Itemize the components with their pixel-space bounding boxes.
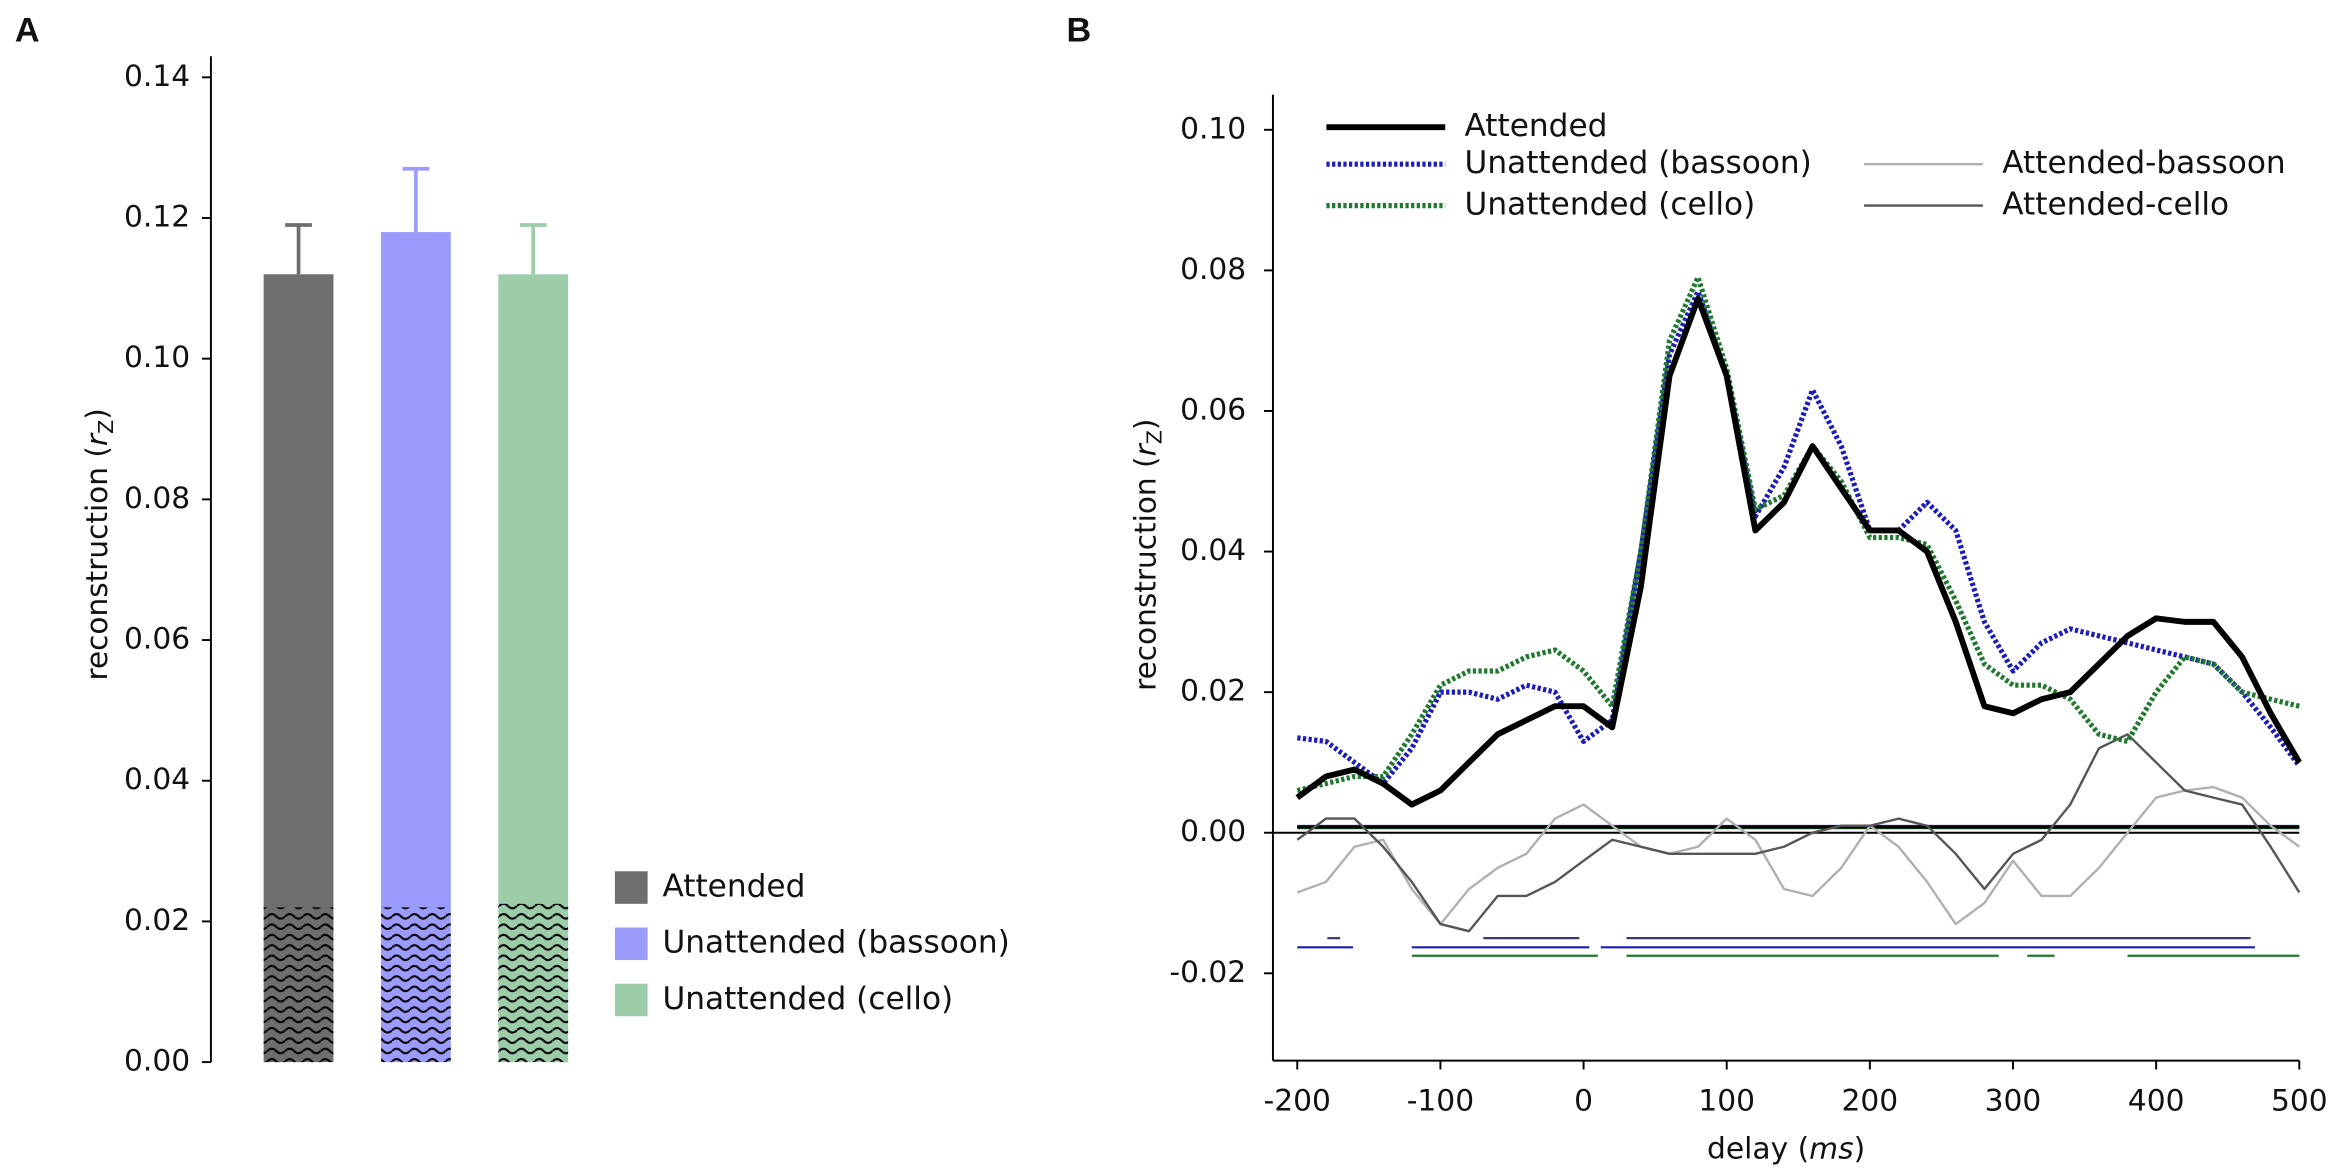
x-tick-label: 100	[1698, 1083, 1755, 1118]
legend-swatch	[614, 871, 648, 904]
y-tick-label: 0.10	[1180, 110, 1246, 145]
y-tick-label: 0.12	[124, 199, 190, 234]
y-axis-label: reconstruction (rZ)	[1127, 419, 1166, 691]
y-tick-label: 0.08	[124, 480, 190, 515]
label-sub: Z	[1143, 430, 1167, 444]
series-line	[1296, 785, 2300, 926]
x-tick-label: 300	[1985, 1083, 2042, 1118]
legend-label: Attended	[1465, 108, 1608, 144]
label-var: ms	[1809, 1130, 1853, 1165]
legend-label: Unattended (cello)	[662, 981, 953, 1017]
label-var: r	[78, 432, 113, 446]
x-axis-label: delay (ms)	[1707, 1130, 1865, 1165]
x-tick-label: 0	[1574, 1083, 1593, 1118]
x-tick-label: 500	[2271, 1083, 2328, 1118]
y-tick-label: 0.06	[1180, 392, 1246, 427]
legend-swatch	[614, 927, 648, 961]
panel-label: A	[15, 12, 40, 50]
y-tick-label: 0.04	[124, 761, 190, 796]
x-tick-label: 200	[1842, 1083, 1899, 1118]
y-tick-label: 0.08	[1180, 251, 1246, 286]
panel-label: B	[1066, 12, 1091, 50]
y-axis-label: reconstruction (rZ)	[78, 408, 117, 680]
series-line	[1296, 274, 2300, 794]
x-tick-label: 400	[2128, 1083, 2185, 1118]
legend-label: Attended	[662, 869, 805, 905]
y-tick-label: 0.02	[124, 902, 190, 937]
y-tick-label: 0.10	[124, 339, 190, 374]
y-tick-label: 0.00	[1180, 813, 1246, 848]
label-sub: Z	[94, 420, 118, 434]
y-tick-label: 0.14	[124, 58, 190, 93]
x-tick-label: -100	[1407, 1083, 1474, 1118]
noise-floor	[498, 903, 569, 1063]
label-var: r	[1127, 442, 1162, 456]
legend-label: Unattended (bassoon)	[662, 925, 1009, 961]
label-text: )	[1127, 419, 1162, 431]
noise-floor	[263, 907, 334, 1063]
series-line	[1295, 295, 2302, 808]
series-line	[1296, 288, 2302, 787]
label-text: reconstruction (	[1127, 456, 1162, 690]
label-text: )	[78, 408, 113, 420]
legend-swatch	[614, 983, 648, 1017]
legend-label: Unattended (bassoon)	[1465, 145, 1812, 181]
label-text: reconstruction (	[78, 446, 113, 680]
series-line	[1296, 733, 2301, 933]
label-text: delay (	[1707, 1130, 1809, 1165]
y-tick-label: 0.02	[1180, 673, 1246, 708]
y-tick-label: -0.02	[1169, 954, 1246, 989]
legend-label: Unattended (cello)	[1465, 187, 1756, 223]
legend-label: Attended-cello	[2002, 187, 2229, 223]
noise-floor	[380, 907, 451, 1063]
legend-label: Attended-bassoon	[2002, 145, 2285, 181]
y-tick-label: 0.00	[124, 1043, 190, 1078]
y-tick-label: 0.04	[1180, 532, 1246, 567]
y-tick-label: 0.06	[124, 621, 190, 656]
x-tick-label: -200	[1264, 1083, 1331, 1118]
label-text: )	[1854, 1130, 1866, 1165]
